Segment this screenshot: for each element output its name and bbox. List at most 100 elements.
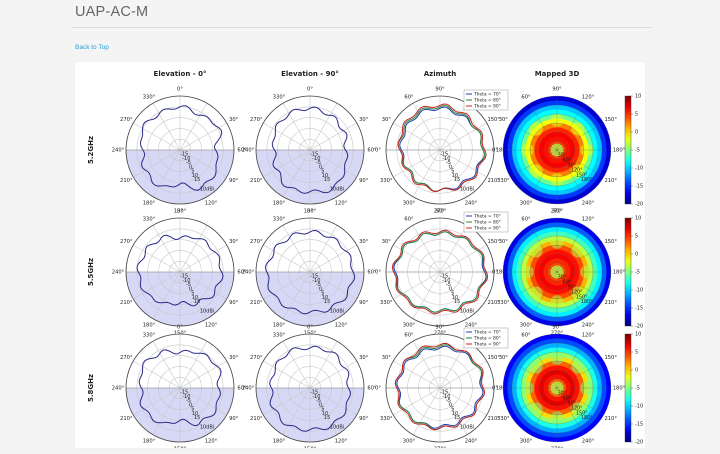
heatmap-patch: [529, 244, 543, 258]
grid-spoke: [309, 103, 338, 151]
angle-tick-label: 270°: [551, 209, 564, 215]
angle-tick-label: 30°: [359, 355, 369, 361]
polar-plot: 0°330°270°240°210°180°150°120°90°60°30°1…: [112, 325, 247, 449]
grid-spoke: [179, 103, 208, 151]
grid-spoke: [439, 271, 468, 319]
grid-spoke: [152, 103, 181, 151]
heatmap-patch: [571, 244, 585, 258]
angle-tick-label: 90°: [359, 178, 369, 184]
grid-spoke: [393, 149, 441, 178]
heatmap-patch: [529, 164, 543, 178]
angle-tick-label: 210°: [120, 416, 133, 422]
colorbar-tick-label: -15: [635, 422, 643, 428]
colorbar-tick-label: -10: [635, 404, 643, 410]
angle-tick-label: 330°: [273, 95, 286, 101]
grid-spoke: [133, 244, 181, 273]
angle-tick-label: 300°: [403, 438, 416, 444]
pattern-series-line: [271, 106, 349, 194]
grid-spoke: [529, 341, 558, 389]
grid-spoke: [412, 387, 441, 435]
grid-spoke: [556, 122, 604, 151]
colorbar-tick-label: 10: [635, 94, 641, 100]
grid-spoke: [309, 244, 357, 273]
grid-spoke: [152, 387, 181, 435]
angle-tick-label: 330°: [143, 217, 156, 223]
grid-spoke: [282, 225, 311, 273]
angle-tick-label: 0°: [375, 148, 381, 154]
radial-tick-label: 90°: [568, 284, 577, 290]
grid-spoke: [133, 122, 181, 151]
grid-spoke: [556, 103, 585, 151]
back-to-top-link[interactable]: Back to Top: [75, 44, 109, 51]
grid-spoke: [263, 271, 311, 300]
radial-tick-label: 0: [449, 286, 452, 292]
legend-box: [463, 211, 509, 233]
radial-tick-label: 15: [454, 177, 460, 183]
radial-tick-label: -15: [180, 274, 188, 280]
angle-tick-label: 300°: [403, 322, 416, 328]
grid-spoke: [263, 122, 311, 151]
heatmap-patch: [571, 402, 585, 416]
grid-spoke: [179, 271, 208, 319]
radial-tick-label: 90°: [568, 400, 577, 406]
angle-tick-label: 0°: [492, 270, 498, 276]
mapped-3d-plot: 90°60°30°0°330°300°270°240°210°180°150°1…: [492, 87, 643, 215]
angle-tick-label: 0°: [492, 148, 498, 154]
radial-tick-label: -10: [442, 394, 450, 400]
radial-tick-label: -5: [316, 160, 321, 166]
radial-unit-label: 10dBi: [200, 186, 214, 192]
angle-tick-label: 90°: [229, 300, 239, 306]
radial-tick-label: 0: [319, 286, 322, 292]
radial-tick-label: 30°: [558, 274, 567, 280]
polar-plot: 0°330°270°240°210°180°150°120°90°60°30°1…: [112, 87, 247, 215]
radial-tick-label: 10: [192, 411, 198, 417]
angle-tick-label: 180°: [496, 386, 509, 392]
angle-tick-label: 270°: [434, 447, 447, 449]
colorbar-tick-label: -15: [635, 184, 643, 190]
grid-spoke: [309, 149, 357, 178]
column-title: Elevation - 0°: [154, 70, 207, 78]
radial-tick-label: 120°: [571, 405, 583, 411]
angle-tick-label: 90°: [435, 209, 445, 215]
angle-tick-label: 90°: [435, 87, 445, 93]
grid-spoke: [439, 341, 468, 389]
grid-spoke: [152, 341, 181, 389]
polar-plot: 90°60°30°0°330°300°270°240°210°180°150°1…: [375, 325, 509, 449]
heatmap-patch: [571, 360, 585, 374]
angle-tick-label: 150°: [304, 331, 317, 337]
colorbar-tick-label: 10: [635, 332, 641, 338]
angle-tick-label: 210°: [250, 300, 263, 306]
angle-tick-label: 60°: [404, 217, 414, 223]
legend-entry: Theta = 70°: [473, 330, 501, 336]
grid-spoke: [179, 149, 227, 178]
radial-tick-label: 5: [191, 169, 194, 175]
radial-tick-label: 15: [324, 177, 330, 183]
angle-tick-label: 90°: [229, 416, 239, 422]
mapped-3d-plot: 90°60°30°0°330°300°270°240°210°180°150°1…: [492, 209, 643, 337]
angle-tick-label: 210°: [604, 300, 617, 306]
angle-tick-label: 90°: [359, 300, 369, 306]
angle-tick-label: 180°: [273, 200, 286, 206]
radial-tick-label: -15: [440, 274, 448, 280]
angle-tick-label: 330°: [380, 300, 393, 306]
angle-tick-label: 120°: [582, 95, 595, 101]
legend: Theta = 70°Theta = 80°Theta = 90°: [463, 211, 509, 233]
radial-tick-label: 10: [322, 173, 328, 179]
angle-tick-label: 210°: [120, 300, 133, 306]
angle-tick-label: 330°: [273, 333, 286, 339]
colorbar-tick-label: -15: [635, 306, 643, 312]
grid-spoke: [510, 244, 558, 273]
radial-tick-label: 10: [322, 295, 328, 301]
angle-tick-label: 60°: [237, 270, 247, 276]
angle-tick-label: 240°: [465, 322, 478, 328]
pattern-series-line: [264, 229, 356, 315]
angle-tick-label: 90°: [359, 416, 369, 422]
radial-tick-label: -10: [182, 394, 190, 400]
pattern-series-line: [139, 105, 223, 191]
grid-spoke: [412, 225, 441, 273]
angle-tick-label: 150°: [487, 239, 500, 245]
legend-entry: Theta = 90°: [473, 342, 501, 348]
radial-tick-label: -15: [180, 390, 188, 396]
angle-tick-label: 60°: [521, 95, 531, 101]
angle-tick-label: 270°: [120, 117, 133, 123]
